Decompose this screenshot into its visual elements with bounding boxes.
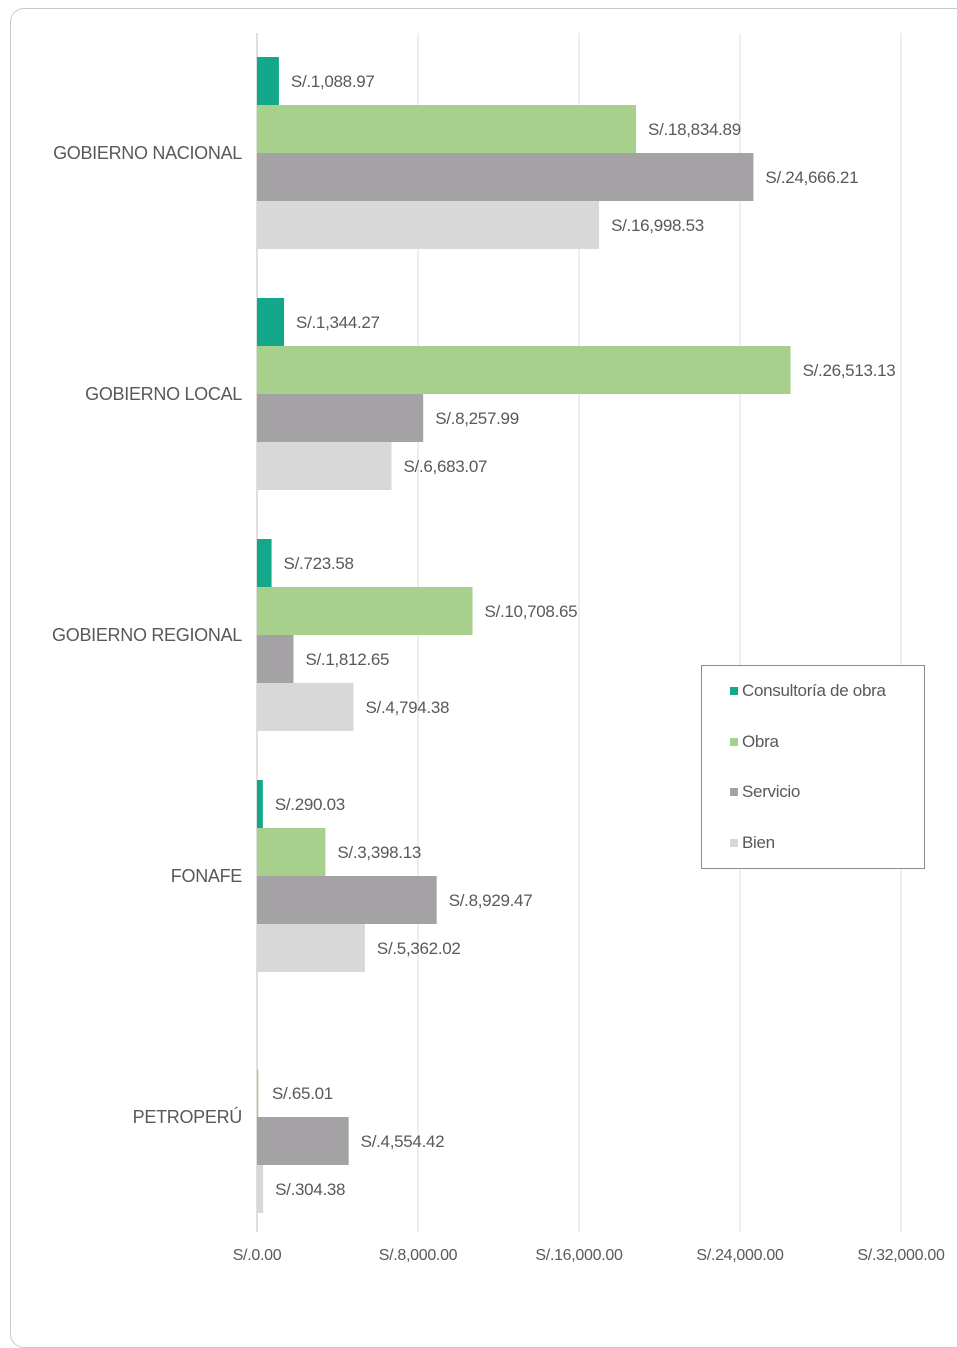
legend-item: Servicio: [730, 782, 800, 802]
bar: [257, 539, 272, 587]
x-tick-label: S/.8,000.00: [379, 1247, 458, 1264]
bar: [257, 298, 285, 346]
x-tick-label: S/.16,000.00: [535, 1247, 623, 1264]
bar: [257, 828, 326, 876]
data-label: S/.290.03: [275, 795, 345, 814]
bar: [257, 153, 754, 201]
bar: [257, 876, 437, 924]
legend-item: Consultoría de obra: [730, 681, 886, 701]
data-label: S/.26,513.13: [803, 361, 896, 380]
legend-swatch: [730, 839, 738, 847]
legend: Consultoría de obra Obra Servicio Bien: [701, 665, 925, 869]
bar: [257, 683, 354, 731]
value-labels: S/.1,088.97 S/.18,834.89 S/.24,666.21 S/.16…: [272, 72, 896, 1199]
category-label: PETROPERÚ: [133, 1106, 242, 1127]
category-label: GOBIERNO NACIONAL: [53, 143, 242, 163]
legend-item: Obra: [730, 732, 779, 752]
bar: [257, 924, 365, 972]
bar: [257, 201, 600, 249]
legend-item: Bien: [730, 833, 775, 853]
data-label: S/.10,708.65: [485, 602, 578, 621]
bar: [257, 346, 791, 394]
data-label: S/.1,344.27: [296, 313, 380, 332]
bar: [257, 1069, 259, 1117]
bar: [257, 1165, 264, 1213]
data-label: S/.4,554.42: [361, 1132, 445, 1151]
data-label: S/.65.01: [272, 1084, 333, 1103]
legend-label: Consultoría de obra: [742, 681, 886, 700]
category-label: GOBIERNO REGIONAL: [52, 625, 242, 645]
legend-swatch: [730, 738, 738, 746]
data-label: S/.8,929.47: [449, 891, 533, 910]
data-label: S/.1,812.65: [305, 650, 389, 669]
legend-label: Obra: [742, 732, 779, 751]
bar: [257, 780, 263, 828]
bar: [257, 635, 294, 683]
data-label: S/.3,398.13: [337, 843, 421, 862]
data-label: S/.8,257.99: [435, 409, 519, 428]
bar: [257, 105, 637, 153]
data-label: S/.723.58: [284, 554, 354, 573]
data-label: S/.16,998.53: [611, 216, 704, 235]
legend-label: Servicio: [742, 782, 801, 801]
bar: [257, 1117, 349, 1165]
data-label: S/.5,362.02: [377, 939, 461, 958]
category-label: GOBIERNO LOCAL: [85, 384, 242, 404]
x-tick-label: S/.24,000.00: [696, 1247, 784, 1264]
bar: [257, 442, 392, 490]
legend-label: Bien: [742, 833, 775, 852]
data-label: S/.18,834.89: [648, 120, 741, 139]
x-tick-label: S/.32,000.00: [857, 1247, 945, 1264]
data-label: S/.1,088.97: [291, 72, 375, 91]
bars: [257, 57, 791, 1213]
bar: [257, 57, 279, 105]
category-label: FONAFE: [171, 866, 242, 886]
legend-swatch: [730, 788, 738, 796]
data-label: S/.24,666.21: [765, 168, 858, 187]
data-label: S/.4,794.38: [365, 698, 449, 717]
bar: [257, 394, 424, 442]
data-label: S/.6,683.07: [403, 457, 487, 476]
data-label: S/.304.38: [275, 1180, 345, 1199]
legend-swatch: [730, 687, 738, 695]
category-labels: GOBIERNO NACIONAL GOBIERNO LOCAL GOBIERNO …: [52, 143, 243, 1127]
x-axis-tick-labels: S/.0.00 S/.8,000.00 S/.16,000.00 S/.24,000.…: [233, 1247, 946, 1264]
bar: [257, 587, 473, 635]
x-tick-label: S/.0.00: [233, 1247, 282, 1264]
